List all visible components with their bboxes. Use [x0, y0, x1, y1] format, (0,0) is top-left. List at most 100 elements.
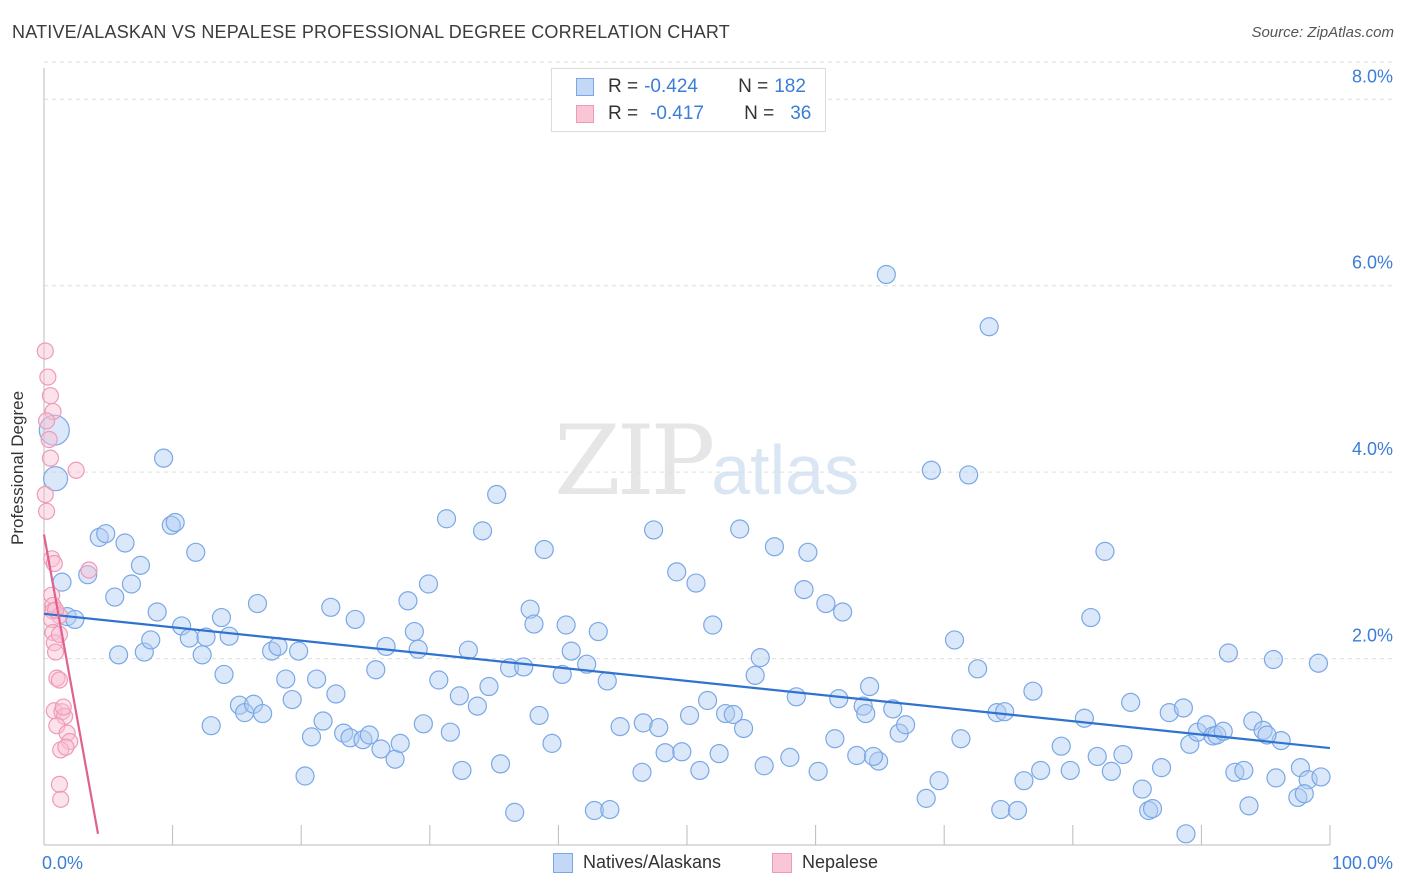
natives-point [929, 771, 949, 791]
natives-point [490, 754, 511, 774]
natives-point [847, 745, 867, 766]
watermark-atlas: atlas [711, 431, 860, 509]
nepalese-point [50, 775, 69, 794]
natives-point [856, 703, 876, 724]
y-tick-label: 2.0% [1352, 626, 1393, 646]
natives-point [141, 630, 161, 650]
natives-point [1196, 715, 1217, 735]
natives-point [172, 616, 192, 636]
y-axis-label: Professional Degree [8, 390, 27, 545]
nepalese-trendline [42, 534, 100, 835]
nepalese-point [80, 561, 98, 579]
natives-point [134, 642, 154, 662]
natives-point [186, 542, 206, 562]
nepalese-point [36, 485, 54, 504]
watermark: ZIPatlas [554, 405, 859, 517]
natives-point [211, 607, 232, 628]
bottom-legend-nepalese: Nepalese [772, 852, 878, 873]
natives-point [588, 621, 608, 642]
natives-point [404, 621, 424, 642]
natives-point [968, 659, 988, 679]
legend-r-label: R = [608, 103, 639, 124]
nepalese-point [46, 643, 65, 661]
nepalese-point [57, 738, 75, 756]
natives-point [1263, 649, 1284, 670]
natives-point [520, 599, 540, 619]
natives-point [479, 676, 499, 697]
natives-point [390, 733, 410, 753]
y-tick-label: 8.0% [1352, 66, 1393, 86]
natives-point [65, 609, 85, 630]
natives-point [883, 699, 903, 719]
natives-point [655, 743, 675, 763]
natives-point [825, 729, 845, 749]
x-tick-label: 0.0% [42, 853, 83, 873]
natives-point [42, 466, 69, 492]
natives-legend-swatch [553, 852, 573, 873]
natives-point [108, 645, 129, 665]
natives-point [703, 615, 723, 635]
natives-legend-label: Natives/Alaskans [583, 852, 722, 872]
nepalese-point [41, 449, 60, 467]
legend-r-value: -0.417 [650, 103, 704, 124]
natives-point [1176, 824, 1196, 844]
natives-point [247, 593, 268, 614]
natives-point [326, 684, 346, 704]
natives-point [1132, 779, 1152, 799]
natives-point [1266, 768, 1286, 788]
natives-point [1271, 730, 1291, 751]
natives-point [385, 749, 405, 769]
natives-point [179, 628, 199, 648]
natives-point [808, 761, 828, 781]
natives-swatch [576, 78, 594, 96]
natives-point [709, 744, 729, 764]
natives-point [121, 574, 142, 594]
legend-n-label: N = [738, 76, 769, 97]
natives-point [561, 641, 581, 661]
natives-point [301, 727, 322, 747]
natives-point [436, 509, 457, 529]
natives-point [440, 722, 460, 742]
natives-point [723, 704, 743, 725]
natives-point [552, 664, 572, 685]
natives-point [295, 766, 315, 786]
natives-point [896, 715, 916, 735]
natives-point [632, 762, 652, 782]
natives-point [1023, 681, 1043, 701]
natives-point [1159, 703, 1179, 723]
natives-point [96, 524, 116, 544]
nepalese-point [52, 741, 70, 759]
natives-point [944, 630, 965, 650]
natives-point [105, 587, 125, 607]
natives-point [1031, 760, 1051, 781]
natives-point [667, 562, 687, 582]
natives-point [991, 799, 1011, 820]
legend-n-value: 36 [790, 103, 812, 124]
natives-point [1060, 760, 1080, 781]
natives-point [1257, 725, 1277, 745]
natives-point [366, 660, 386, 680]
legend-row-natives: R = -0.424 N = 182 [576, 75, 806, 99]
natives-point [853, 696, 873, 716]
natives-point [798, 542, 818, 562]
natives-point [452, 760, 472, 781]
natives-point [715, 703, 736, 724]
natives-point [276, 669, 296, 689]
natives-point [1113, 744, 1133, 765]
nepalese-swatch [576, 105, 594, 123]
natives-point [1239, 796, 1259, 816]
natives-point [876, 264, 896, 285]
nepalese-point [40, 430, 58, 449]
natives-point [921, 460, 941, 480]
nepalese-point [44, 402, 62, 421]
natives-point [313, 711, 333, 731]
natives-point [959, 465, 979, 485]
natives-point [1007, 800, 1028, 821]
natives-point [514, 657, 534, 677]
natives-point [534, 539, 554, 560]
natives-point [408, 639, 428, 659]
x-tick-label: 100.0% [1332, 853, 1393, 873]
natives-point [467, 696, 487, 716]
natives-point [1180, 734, 1200, 754]
